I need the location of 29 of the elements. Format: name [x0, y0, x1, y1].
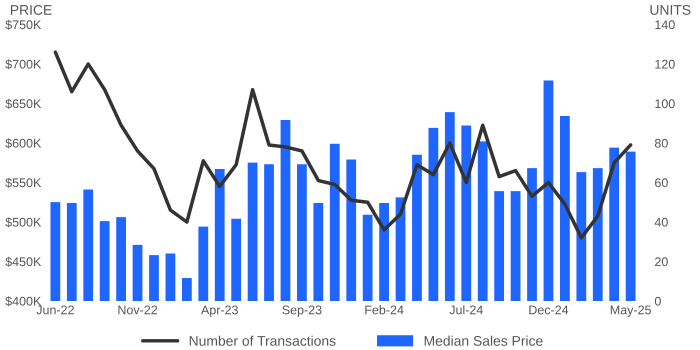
y-tick-label: $650K	[5, 98, 42, 109]
y-tick-label: $500K	[5, 217, 42, 228]
x-tick-label: Nov-22	[118, 305, 158, 314]
y2-tick-label: 140	[655, 20, 675, 30]
y2-tick-label: 40	[654, 218, 668, 227]
y2-tick-label: 80	[654, 138, 668, 148]
x-tick-label: May-25	[610, 305, 651, 317]
y-tick-label: $750K	[5, 20, 42, 30]
y-tick-label: $400K	[5, 296, 42, 306]
x-tick-label: Feb-24	[365, 305, 404, 314]
y2-tick-label: 100	[655, 99, 675, 108]
y-tick-label: $450K	[5, 256, 42, 267]
x-tick-label: Sep-23	[282, 305, 322, 317]
x-tick-label: Apr-23	[200, 305, 238, 317]
legend-label: Number of Transactions	[190, 336, 336, 346]
y2-tick-label: 60	[655, 178, 668, 188]
line-series	[54, 50, 632, 240]
legend-label: Median Sales Price	[424, 336, 543, 346]
y2-tick-label: 20	[655, 257, 668, 266]
x-tick-label: Jul-24	[449, 305, 483, 314]
x-tick-label: Dec-24	[529, 305, 568, 314]
y-axis-title: PRICE	[10, 5, 52, 15]
y2-tick-label: 120	[655, 60, 675, 69]
y2-tick-label: 0	[654, 296, 661, 306]
x-tick-label: Jun-22	[36, 305, 74, 314]
y2-axis-title: UNITS	[650, 5, 690, 15]
y-tick-label: $600K	[5, 138, 42, 148]
y-tick-label: $700K	[5, 59, 42, 70]
y-tick-label: $550K	[5, 178, 42, 188]
